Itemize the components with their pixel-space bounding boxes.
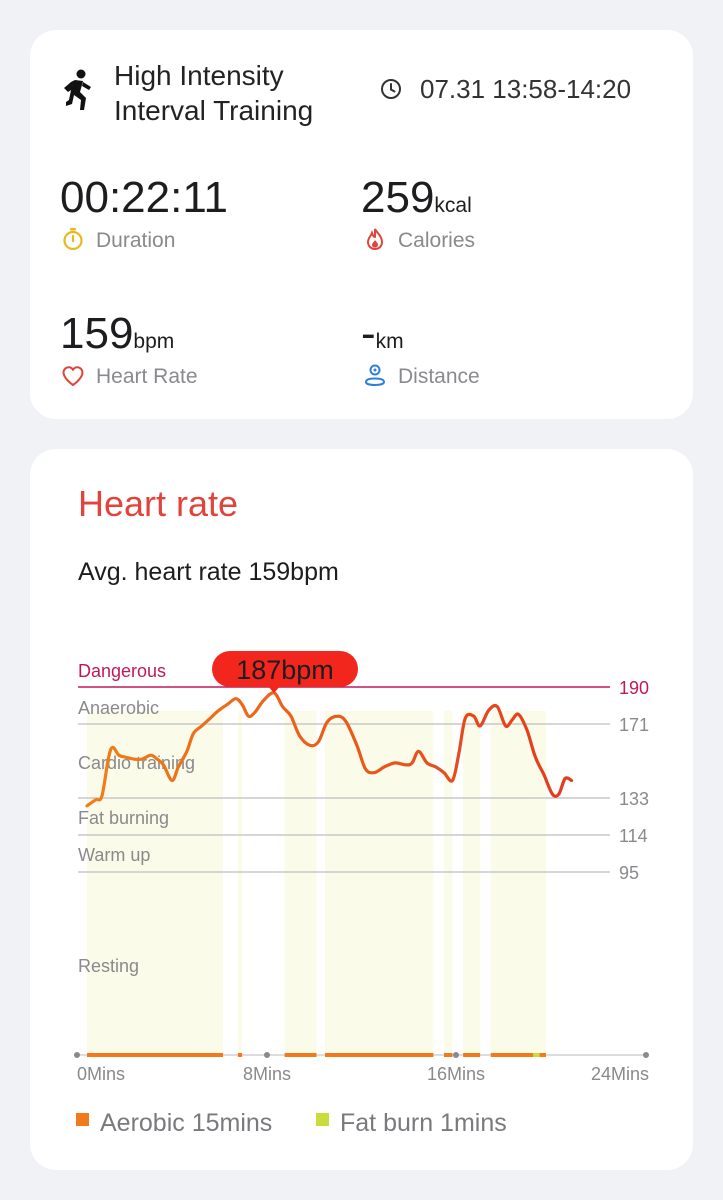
heart-rate-line — [85, 691, 574, 808]
zone-band-4 — [444, 711, 453, 1055]
calories-unit: kcal — [434, 194, 472, 217]
flame-icon — [366, 228, 384, 251]
distance-label: Distance — [398, 365, 480, 388]
heart-rate-stat: 159bpm — [60, 309, 174, 359]
max-heart-rate-badge — [212, 651, 358, 687]
max-heart-rate-pointer — [267, 685, 281, 693]
zone-name-dangerous: Dangerous — [78, 661, 166, 681]
distance-value: - — [361, 309, 376, 358]
heart-rate-card: Heart rate Avg. heart rate 159bpm 190 Dan… — [30, 449, 693, 1170]
zone-name-fat-burning: Fat burning — [78, 808, 169, 828]
average-heart-rate: Avg. heart rate 159bpm — [78, 558, 339, 586]
legend-aerobic-label: Aerobic 15mins — [100, 1109, 273, 1137]
zone-bar-6 — [490, 1053, 534, 1057]
zone-bar-0 — [87, 1053, 223, 1057]
workout-type: High Intensity Interval Training — [114, 60, 314, 126]
x-tick-label-16: 16Mins — [427, 1064, 485, 1084]
stopwatch-icon — [63, 228, 83, 251]
x-tick-dot-0 — [74, 1052, 80, 1058]
max-heart-rate-label: 187bpm — [236, 655, 334, 685]
heart-icon — [62, 366, 84, 387]
zone-name-anaerobic: Anaerobic — [78, 698, 159, 718]
zone-bar-5 — [463, 1053, 481, 1057]
x-tick-label-8: 8Mins — [243, 1064, 291, 1084]
x-tick-dot-24 — [643, 1052, 649, 1058]
heart-rate-label: Heart Rate — [96, 365, 198, 388]
duration-label: Duration — [96, 229, 176, 252]
zone-band-3 — [325, 711, 434, 1055]
running-icon — [64, 69, 91, 110]
zone-band-6 — [490, 711, 534, 1055]
zone-band-8 — [539, 711, 546, 1055]
duration-value: 00:22:11 — [60, 173, 229, 222]
zone-bar-4 — [444, 1053, 453, 1057]
zone-band-0 — [87, 711, 223, 1055]
workout-time-range: 07.31 13:58-14:20 — [420, 74, 632, 104]
zone-bar-7 — [533, 1053, 540, 1057]
threshold-label-133: 133 — [619, 789, 649, 809]
zone-bar-8 — [539, 1053, 546, 1057]
distance-stat: -km — [361, 309, 404, 359]
x-tick-dot-8 — [264, 1052, 270, 1058]
zone-band-7 — [533, 711, 540, 1055]
zone-band-5 — [463, 711, 481, 1055]
threshold-label-114: 114 — [619, 826, 648, 846]
calories-stat: 259kcal — [361, 173, 472, 223]
workout-summary-card: High Intensity Interval Training 07.31 1… — [30, 30, 693, 419]
x-tick-label-0: 0Mins — [77, 1064, 125, 1084]
zone-band-1 — [237, 711, 243, 1055]
x-tick-label-24: 24Mins — [591, 1064, 649, 1084]
heart-rate-unit: bpm — [133, 330, 175, 353]
threshold-label-171: 171 — [619, 715, 649, 735]
zone-bar-3 — [325, 1053, 434, 1057]
zone-band-2 — [284, 711, 317, 1055]
x-tick-dot-16 — [453, 1052, 459, 1058]
zone-name-warm-up: Warm up — [78, 845, 150, 865]
clock-icon — [381, 79, 401, 99]
distance-unit: km — [375, 330, 404, 353]
threshold-label-95: 95 — [619, 863, 639, 883]
location-pin-icon — [364, 364, 386, 387]
heart-rate-value: 159 — [60, 309, 134, 358]
calories-label: Calories — [398, 229, 476, 252]
legend-fat-burn-swatch — [316, 1113, 329, 1126]
zone-bar-2 — [284, 1053, 317, 1057]
zone-bar-1 — [237, 1053, 243, 1057]
legend-aerobic-swatch — [76, 1113, 89, 1126]
threshold-label-190: 190 — [619, 678, 649, 698]
legend-fat-burn-label: Fat burn 1mins — [340, 1109, 507, 1137]
calories-value: 259 — [361, 173, 435, 222]
heart-rate-title: Heart rate — [78, 483, 239, 524]
zone-name-resting: Resting — [78, 956, 139, 976]
